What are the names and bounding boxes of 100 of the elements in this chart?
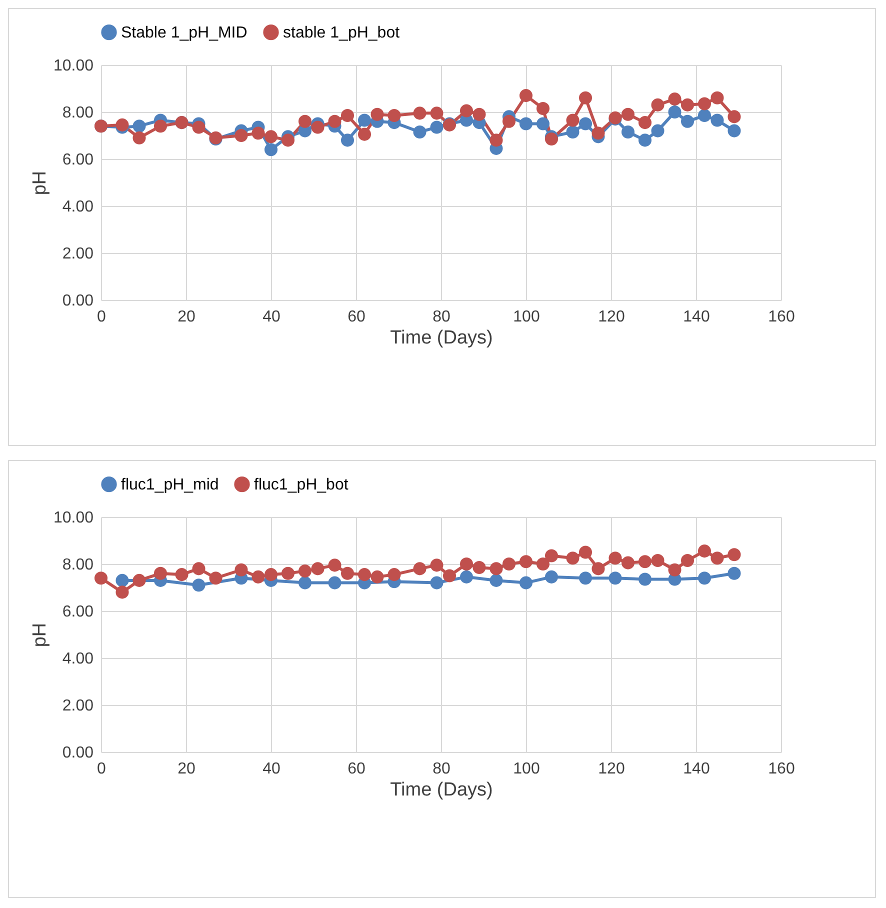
x-axis-title: Time (Days) (390, 780, 493, 800)
point (728, 548, 741, 562)
point (680, 554, 694, 567)
point (490, 562, 503, 576)
point (490, 134, 503, 147)
point (298, 114, 312, 128)
point (592, 562, 605, 576)
point (116, 118, 129, 132)
point (281, 134, 295, 147)
y-tick-label: 6.00 (62, 152, 94, 168)
x-tick-label: 20 (178, 760, 196, 778)
point (264, 130, 278, 144)
point (592, 126, 605, 140)
point (264, 143, 278, 156)
x-tick-label: 60 (348, 760, 366, 778)
point (472, 561, 486, 574)
x-tick-label: 0 (97, 760, 106, 778)
y-tick-label: 8.00 (62, 556, 94, 574)
point (358, 128, 372, 141)
point (566, 125, 580, 138)
point (710, 91, 724, 104)
x-tick-label: 0 (97, 308, 106, 326)
point (544, 549, 558, 562)
point (519, 576, 533, 590)
point (566, 552, 580, 565)
point (460, 570, 474, 584)
point (728, 110, 741, 124)
point (621, 108, 635, 121)
point (442, 569, 456, 582)
point (358, 568, 372, 582)
point (502, 557, 516, 571)
y-axis-title: pH (29, 170, 50, 196)
x-tick-label: 100 (513, 760, 540, 778)
point (621, 556, 635, 570)
point (638, 116, 652, 130)
point (252, 570, 265, 584)
point (472, 108, 486, 121)
x-tick-label: 60 (348, 308, 366, 326)
y-tick-label: 0.00 (62, 744, 94, 762)
x-tick-label: 120 (598, 308, 625, 326)
point (430, 120, 444, 134)
point (370, 108, 384, 121)
point (608, 572, 622, 585)
y-tick-label: 10.00 (53, 58, 94, 74)
x-tick-label: 20 (178, 308, 196, 326)
x-tick-label: 80 (432, 308, 450, 326)
point (370, 570, 384, 584)
point (578, 117, 592, 130)
point (651, 554, 664, 567)
point (132, 120, 146, 133)
point (388, 109, 401, 122)
point (536, 117, 550, 130)
point (94, 572, 108, 585)
point (264, 568, 278, 582)
point (578, 91, 592, 104)
point (544, 132, 558, 146)
point (566, 114, 580, 127)
y-tick-label: 0.00 (62, 292, 94, 310)
point (728, 124, 741, 138)
point (311, 120, 324, 134)
point (698, 109, 712, 122)
y-tick-label: 6.00 (62, 604, 94, 620)
point (460, 104, 474, 118)
point (608, 552, 622, 565)
x-tick-label: 40 (262, 760, 280, 778)
point (192, 562, 206, 576)
y-tick-label: 8.00 (62, 104, 94, 122)
point (340, 566, 354, 580)
point (192, 578, 206, 592)
point (298, 564, 312, 578)
point (328, 558, 342, 572)
point (430, 106, 444, 120)
y-tick-label: 10.00 (53, 510, 94, 526)
x-tick-label: 40 (262, 308, 280, 326)
point (578, 572, 592, 585)
point (651, 124, 664, 138)
point (536, 557, 550, 571)
point (680, 114, 694, 128)
point (234, 128, 248, 142)
point (536, 102, 550, 115)
point (680, 98, 694, 112)
point (668, 105, 682, 119)
point (281, 566, 295, 580)
point (132, 131, 146, 144)
point (340, 109, 354, 122)
y-axis-title: pH (29, 622, 50, 648)
point (252, 126, 265, 140)
point (413, 562, 426, 576)
point (430, 558, 444, 572)
point (519, 117, 533, 130)
point (651, 98, 664, 112)
legend-label: fluc1_pH_bot (254, 476, 349, 494)
point (298, 576, 312, 590)
point (460, 557, 474, 571)
point (116, 586, 129, 599)
x-tick-label: 160 (768, 760, 795, 778)
point (358, 114, 372, 127)
point (328, 114, 342, 128)
x-tick-label: 140 (683, 308, 710, 326)
point (698, 97, 712, 110)
